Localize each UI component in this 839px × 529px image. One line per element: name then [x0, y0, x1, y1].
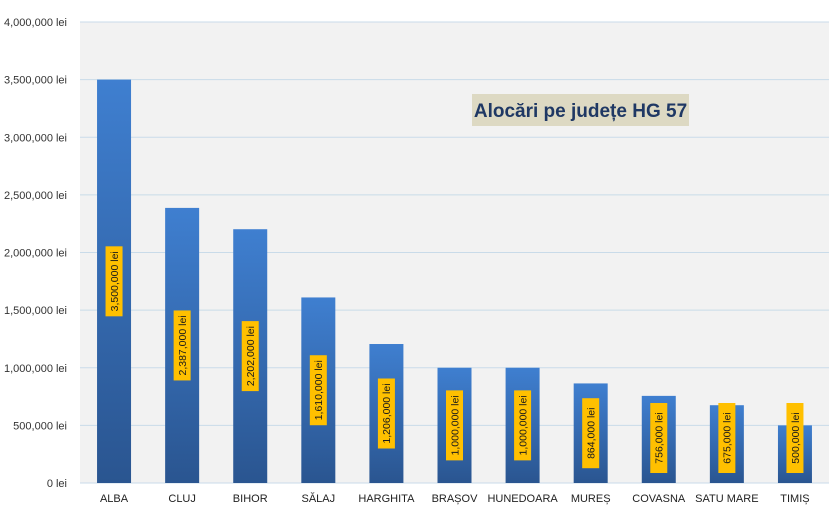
y-tick-label: 3,500,000 lei — [4, 75, 67, 87]
data-label-text: 864,000 lei — [585, 408, 597, 459]
y-tick-label: 2,500,000 lei — [4, 190, 67, 202]
data-label-background — [718, 403, 736, 473]
category-label: BRAȘOV — [432, 493, 479, 505]
data-label-background — [650, 403, 668, 473]
data-label-background — [105, 246, 123, 317]
category-label: CLUJ — [168, 493, 196, 505]
category-label: ALBA — [100, 493, 129, 505]
data-label-background — [514, 390, 532, 461]
category-label: SĂLAJ — [301, 492, 335, 505]
data-label-background — [173, 310, 191, 381]
data-label: 1,000,000 lei — [514, 390, 532, 461]
data-label: 1,206,000 lei — [377, 378, 395, 449]
y-axis: 0 lei 500,000 lei 1,000,000 lei 1,500,000 l… — [4, 17, 67, 490]
y-tick-label: 2,000,000 lei — [4, 248, 67, 260]
data-label-text: 1,206,000 lei — [381, 383, 393, 443]
chart-title: Alocări pe județe HG 57 — [474, 101, 687, 122]
data-label-text: 500,000 lei — [790, 412, 802, 463]
category-label: SATU MARE — [695, 493, 758, 505]
data-label-text: 2,387,000 lei — [177, 315, 189, 375]
data-label-text: 675,000 lei — [722, 412, 734, 463]
y-tick-label: 3,000,000 lei — [4, 132, 67, 144]
chart-title-background — [472, 94, 689, 126]
data-label: 3,500,000 lei — [105, 246, 123, 317]
data-label: 675,000 lei — [718, 403, 736, 473]
data-label: 500,000 lei — [786, 403, 804, 473]
data-label-text: 1,000,000 lei — [449, 395, 461, 455]
data-label-text: 2,202,000 lei — [245, 326, 257, 386]
data-label-background — [582, 398, 600, 469]
y-tick-label: 500,000 lei — [13, 420, 67, 432]
data-label-text: 1,000,000 lei — [517, 395, 529, 455]
y-tick-label: 4,000,000 lei — [4, 17, 67, 29]
data-label: 864,000 lei — [582, 398, 600, 469]
x-axis: ALBA CLUJ BIHOR SĂLAJ HARGHITA BRAȘOV HUNEDOAR… — [100, 492, 810, 505]
category-label: HUNEDOARA — [487, 493, 558, 505]
category-label: COVASNA — [632, 493, 686, 505]
y-tick-label: 1,000,000 lei — [4, 363, 67, 375]
chart-title-box: Alocări pe județe HG 57 — [472, 94, 689, 126]
data-label-text: 756,000 lei — [654, 412, 666, 463]
data-label-background — [241, 321, 259, 392]
y-tick-label: 0 lei — [47, 478, 67, 490]
category-label: BIHOR — [233, 493, 268, 505]
data-label-background — [786, 403, 804, 473]
data-label: 1,000,000 lei — [446, 390, 463, 461]
data-label: 2,387,000 lei — [173, 310, 191, 381]
data-label-background — [446, 390, 463, 461]
data-label-background — [309, 355, 327, 426]
data-label: 756,000 lei — [650, 403, 668, 473]
bars: 3,500,000 lei 2,387,000 lei 2,202,000 lei 1… — [97, 79, 812, 483]
data-label-text: 1,610,000 lei — [313, 360, 325, 420]
data-label: 2,202,000 lei — [241, 321, 259, 392]
data-label: 1,610,000 lei — [309, 355, 327, 426]
category-label: TIMIȘ — [780, 493, 809, 505]
y-tick-label: 1,500,000 lei — [4, 305, 67, 317]
category-label: HARGHITA — [358, 493, 415, 505]
data-label-background — [377, 378, 395, 449]
data-label-text: 3,500,000 lei — [109, 251, 121, 311]
category-label: MUREȘ — [571, 493, 611, 505]
